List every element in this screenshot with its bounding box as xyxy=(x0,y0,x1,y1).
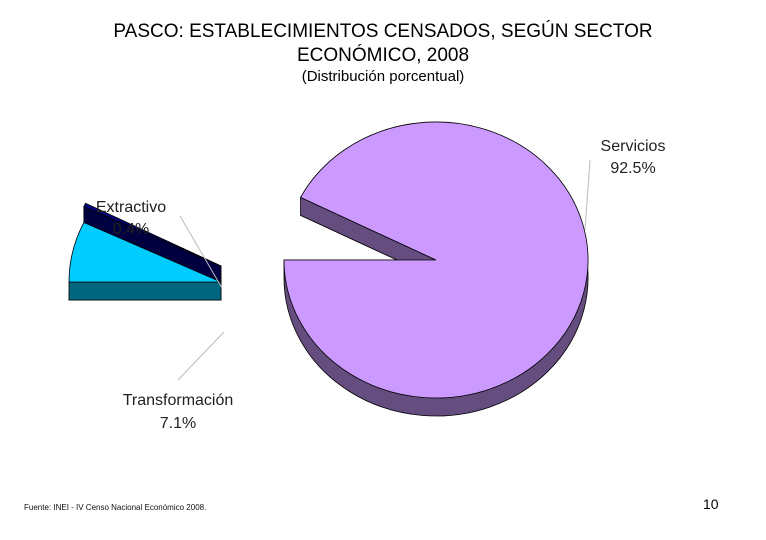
pie-slices xyxy=(68,121,589,417)
slice-value-extractivo: 0.4% xyxy=(113,221,149,238)
slice-transformacion xyxy=(68,221,222,283)
leader-line-extractivo xyxy=(179,215,223,289)
chart-title-line-2: ECONÓMICO, 2008 xyxy=(296,45,470,66)
pie-labels: Servicios 92.5% Extractivo 0.4% Transfor… xyxy=(96,138,666,432)
page-number: 10 xyxy=(703,496,719,512)
source-footnote: Fuente: INEI - IV Censo Nacional Económi… xyxy=(24,503,207,512)
slice-label-extractivo: Extractivo xyxy=(96,199,166,216)
slice-label-servicios: Servicios xyxy=(601,138,666,155)
leader-line-transformacion xyxy=(177,331,225,381)
slice-value-transformacion: 7.1% xyxy=(160,415,196,432)
slice-label-transformacion: Transformación xyxy=(123,392,234,409)
leader-line-servicios xyxy=(584,159,591,231)
chart-title: PASCO: ESTABLECIMIENTOS CENSADOS, SEGÚN … xyxy=(0,20,766,68)
chart-subtitle: (Distribución porcentual) xyxy=(301,68,465,85)
chart-title-line-1: PASCO: ESTABLECIMIENTOS CENSADOS, SEGÚN … xyxy=(113,21,653,42)
slice-extractivo xyxy=(83,202,222,267)
slice-value-servicios: 92.5% xyxy=(610,160,655,177)
slice-servicios xyxy=(283,121,589,399)
slice-wall-transformacion-1 xyxy=(68,281,222,301)
